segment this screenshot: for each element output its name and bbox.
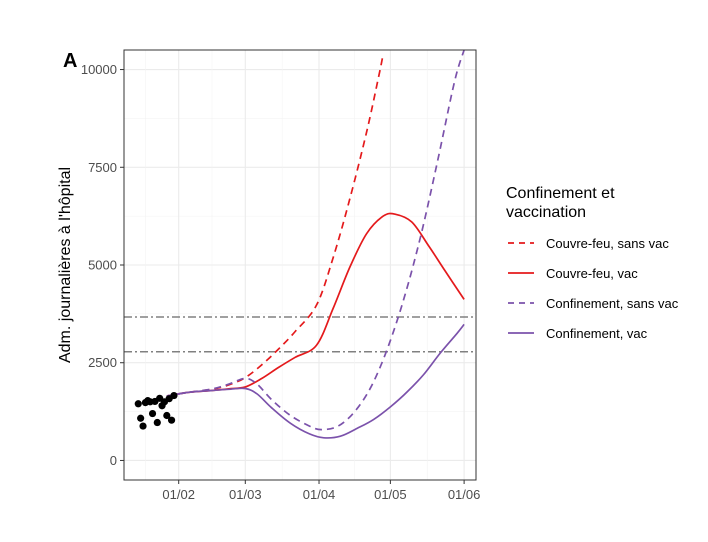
legend-label: Confinement, vac <box>546 326 648 341</box>
x-tick-label: 01/04 <box>303 487 336 502</box>
y-tick-label: 0 <box>110 453 117 468</box>
observed-points <box>134 391 178 430</box>
x-axis: 01/02 01/03 01/04 01/05 01/06 <box>162 480 480 502</box>
legend: Confinement et vaccination Couvre-feu, san… <box>506 185 679 341</box>
series-line <box>166 323 465 439</box>
x-tick-label: 01/02 <box>162 487 195 502</box>
y-tick-label: 10000 <box>81 62 117 77</box>
panel-tag: A <box>63 50 77 72</box>
y-tick-label: 2500 <box>88 355 117 370</box>
observed-point <box>148 409 157 418</box>
y-tick-label: 5000 <box>88 258 117 273</box>
legend-title: Confinement et <box>506 185 615 202</box>
legend-title: vaccination <box>506 204 586 221</box>
legend-label: Confinement, sans vac <box>546 296 679 311</box>
series-line <box>166 50 465 431</box>
observed-point <box>167 416 176 424</box>
observed-point <box>134 400 142 408</box>
grid <box>124 50 476 480</box>
observed-point <box>137 414 145 422</box>
observed-point <box>139 422 147 430</box>
y-axis-title: Adm. journalières à l'hôpital <box>57 167 74 363</box>
y-axis: 0 2500 5000 7500 10000 <box>81 62 124 468</box>
observed-point <box>163 411 171 420</box>
x-tick-label: 01/05 <box>374 487 407 502</box>
observed-point <box>153 418 161 427</box>
series-layer <box>166 50 465 439</box>
legend-label: Couvre-feu, sans vac <box>546 236 669 251</box>
series-line <box>166 53 385 397</box>
x-tick-label: 01/03 <box>229 487 262 502</box>
legend-label: Couvre-feu, vac <box>546 266 638 281</box>
x-tick-label: 01/06 <box>448 487 481 502</box>
y-tick-label: 7500 <box>88 160 117 175</box>
observed-point <box>170 391 178 400</box>
reference-lines <box>124 316 476 353</box>
